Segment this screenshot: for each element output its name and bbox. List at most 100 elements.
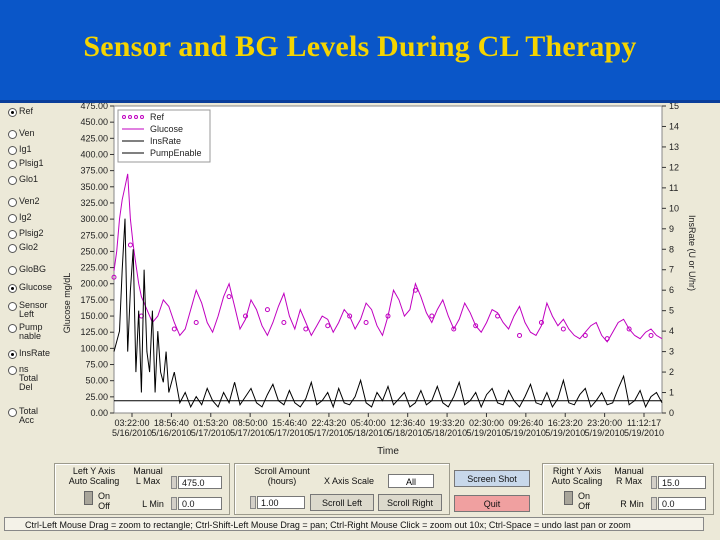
series-option[interactable]: Ven: [8, 129, 35, 139]
right-min-spinner[interactable]: [651, 497, 657, 510]
left-axis-auto-toggle[interactable]: [84, 491, 93, 505]
radio-button[interactable]: [8, 244, 17, 253]
y-tick-label: 50.00: [85, 376, 108, 386]
x-tick-time-label: 19:33:20: [430, 418, 465, 428]
x-tick-time-label: 16:23:20: [548, 418, 583, 428]
scroll-left-button[interactable]: Scroll Left: [310, 494, 374, 511]
y2-tick-label: 13: [669, 142, 679, 152]
left-max-input[interactable]: 475.0: [178, 476, 222, 489]
x-tick-date-label: 5/17/2010: [309, 428, 349, 438]
series-option[interactable]: Glo2: [8, 243, 38, 253]
series-option[interactable]: Plsig1: [8, 159, 44, 169]
y-tick-label: 100.00: [80, 343, 108, 353]
x-tick-time-label: 18:56:40: [154, 418, 189, 428]
scroll-group: [234, 463, 450, 515]
radio-button[interactable]: [8, 284, 17, 293]
radio-button[interactable]: [8, 160, 17, 169]
series-option[interactable]: Glucose: [8, 283, 52, 293]
slide-title-bar: Sensor and BG Levels During CL Therapy: [0, 0, 720, 103]
series-selector-panel: Ref Ven Ig1 Plsig1 Glo1 Ven2 Ig2 Plsig2 Glo2 GloB…: [4, 103, 62, 433]
series-option[interactable]: Ig1: [8, 145, 32, 155]
x-tick-date-label: 5/19/2010: [506, 428, 546, 438]
right-axis-on-label: On: [577, 491, 590, 501]
x-tick-time-label: 02:30:00: [469, 418, 504, 428]
legend-marker: [140, 115, 144, 119]
series-option[interactable]: Pump nable: [8, 323, 43, 341]
x-tick-time-label: 12:36:40: [390, 418, 425, 428]
left-axis-off-label: Off: [98, 501, 110, 511]
series-option[interactable]: Ven2: [8, 197, 40, 207]
y2-tick-label: 6: [669, 285, 674, 295]
left-min-spinner[interactable]: [171, 497, 177, 510]
series-option[interactable]: Glo1: [8, 175, 38, 185]
left-max-spinner[interactable]: [171, 476, 177, 489]
series-option[interactable]: Sensor Left: [8, 301, 48, 319]
x-tick-date-label: 5/19/2010: [466, 428, 506, 438]
radio-button[interactable]: [8, 130, 17, 139]
x-tick-time-label: 05:40:00: [351, 418, 386, 428]
radio-button[interactable]: [8, 108, 17, 117]
ref-point: [495, 313, 501, 319]
y-axis-label: Glucose mg/dL: [62, 273, 72, 334]
ref-point: [473, 323, 479, 329]
chart[interactable]: 0.0025.0050.0075.00100.00125.00150.00175…: [4, 103, 716, 458]
series-option-label: Glo1: [19, 174, 39, 184]
radio-button[interactable]: [8, 214, 17, 223]
y2-tick-label: 9: [669, 224, 674, 234]
series-option[interactable]: Ig2: [8, 213, 32, 223]
y-tick-label: 350.00: [80, 182, 108, 192]
ref-point: [582, 332, 588, 338]
x-axis-scale-select[interactable]: All: [388, 474, 434, 488]
series-option-label: GloBG: [19, 264, 47, 274]
quit-button[interactable]: Quit: [454, 495, 530, 512]
x-tick-time-label: 11:12:17: [627, 418, 661, 428]
radio-button[interactable]: [8, 230, 17, 239]
y2-tick-label: 12: [669, 162, 679, 172]
radio-button[interactable]: [8, 146, 17, 155]
right-axis-auto-toggle[interactable]: [564, 491, 573, 505]
series-option[interactable]: InsRate: [8, 349, 50, 359]
series-option[interactable]: ns Total Del: [8, 365, 38, 392]
x-tick-time-label: 08:50:00: [233, 418, 268, 428]
left-min-input[interactable]: 0.0: [178, 497, 222, 510]
radio-button[interactable]: [8, 366, 17, 375]
series-option-label: Glucose: [19, 282, 53, 292]
screen-shot-button[interactable]: Screen Shot: [454, 470, 530, 487]
series-option[interactable]: Plsig2: [8, 229, 44, 239]
y-tick-label: 475.00: [80, 103, 108, 111]
x-axis-scale-label: X Axis Scale: [323, 476, 375, 486]
glucose-line: [113, 173, 663, 343]
right-max-input[interactable]: 15.0: [658, 476, 706, 489]
y-tick-label: 150.00: [80, 311, 108, 321]
ref-point: [517, 332, 523, 338]
left-axis-auto-label: Left Y Axis Auto Scaling: [68, 466, 120, 486]
radio-button[interactable]: [8, 198, 17, 207]
series-option[interactable]: Ref: [8, 107, 33, 117]
ref-point: [648, 332, 654, 338]
radio-button[interactable]: [8, 176, 17, 185]
radio-button[interactable]: [8, 350, 17, 359]
radio-button[interactable]: [8, 266, 17, 275]
series-option-label: Ven: [19, 128, 35, 138]
ref-point: [451, 326, 457, 332]
scroll-amount-spinner[interactable]: [250, 496, 256, 509]
right-min-input[interactable]: 0.0: [658, 497, 706, 510]
scroll-right-button[interactable]: Scroll Right: [378, 494, 442, 511]
series-option[interactable]: GloBG: [8, 265, 46, 275]
radio-button[interactable]: [8, 324, 17, 333]
radio-button[interactable]: [8, 302, 17, 311]
series-option[interactable]: Total Acc: [8, 407, 38, 425]
legend-entry: PumpEnable: [150, 148, 202, 158]
radio-button[interactable]: [8, 408, 17, 417]
left-y-ticks: 0.00 25.00 50.00 75.00 100.00 125.00 150.00 175…: [80, 103, 114, 418]
legend-entry: InsRate: [150, 136, 181, 146]
x-tick-time-label: 03:22:00: [114, 418, 149, 428]
y-tick-label: 375.00: [80, 166, 108, 176]
right-max-spinner[interactable]: [651, 476, 657, 489]
y-tick-label: 450.00: [80, 117, 108, 127]
series-group: [111, 173, 663, 409]
y2-tick-label: 11: [669, 183, 678, 193]
scroll-amount-input[interactable]: 1.00: [257, 496, 305, 509]
y2-tick-label: 14: [669, 121, 679, 131]
